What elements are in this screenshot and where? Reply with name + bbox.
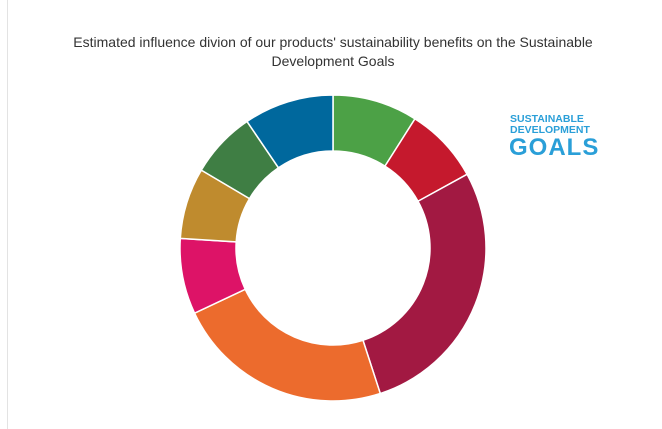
logo-text: GOALS — [509, 134, 599, 161]
chart-title: Development Goals — [272, 53, 395, 69]
panel — [7, 0, 662, 429]
donut-segment — [193, 288, 382, 402]
logo-text: SUSTAINABLE — [510, 113, 584, 125]
donut-segment — [245, 94, 334, 169]
donut-segment — [362, 173, 487, 395]
chart-title: Estimated influence divion of our produc… — [73, 34, 593, 50]
logo-text: DEVELOPMENT — [510, 124, 591, 136]
